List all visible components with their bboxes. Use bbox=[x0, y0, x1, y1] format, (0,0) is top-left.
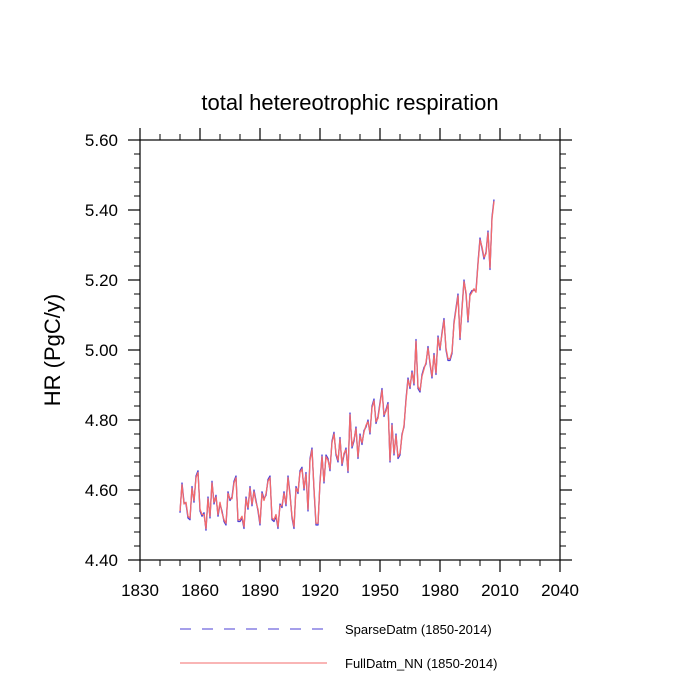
y-tick-label: 5.40 bbox=[85, 201, 118, 220]
axis-tick-labels: 1830 1860 1890 1920 1950 1980 2010 2040 4.40 4.60… bbox=[85, 131, 579, 600]
legend-label-fulldatm-nn: FullDatm_NN (1850-2014) bbox=[345, 656, 497, 671]
x-tick-label: 2040 bbox=[541, 581, 579, 600]
y-tick-label: 5.00 bbox=[85, 341, 118, 360]
x-tick-label: 1890 bbox=[241, 581, 279, 600]
x-tick-label: 1950 bbox=[361, 581, 399, 600]
plot-frame bbox=[139, 139, 561, 561]
axis-ticks bbox=[128, 128, 572, 572]
legend: SparseDatm (1850-2014) FullDatm_NN (1850… bbox=[180, 622, 497, 671]
series-line-sparsedatm bbox=[179, 199, 495, 531]
legend-label-sparsedatm: SparseDatm (1850-2014) bbox=[345, 622, 492, 637]
y-tick-label: 4.60 bbox=[85, 481, 118, 500]
y-axis-label: HR (PgC/y) bbox=[40, 294, 65, 406]
x-tick-label: 1860 bbox=[181, 581, 219, 600]
x-tick-label: 1920 bbox=[301, 581, 339, 600]
series-line-fulldatm-nn bbox=[179, 201, 495, 530]
x-tick-label: 2010 bbox=[481, 581, 519, 600]
y-tick-label: 5.60 bbox=[85, 131, 118, 150]
x-tick-label: 1830 bbox=[121, 581, 159, 600]
x-tick-label: 1980 bbox=[421, 581, 459, 600]
y-tick-label: 5.20 bbox=[85, 271, 118, 290]
y-tick-label: 4.40 bbox=[85, 551, 118, 570]
series-lines bbox=[179, 199, 495, 531]
y-tick-label: 4.80 bbox=[85, 411, 118, 430]
chart-title: total hetereotrophic respiration bbox=[201, 90, 498, 115]
